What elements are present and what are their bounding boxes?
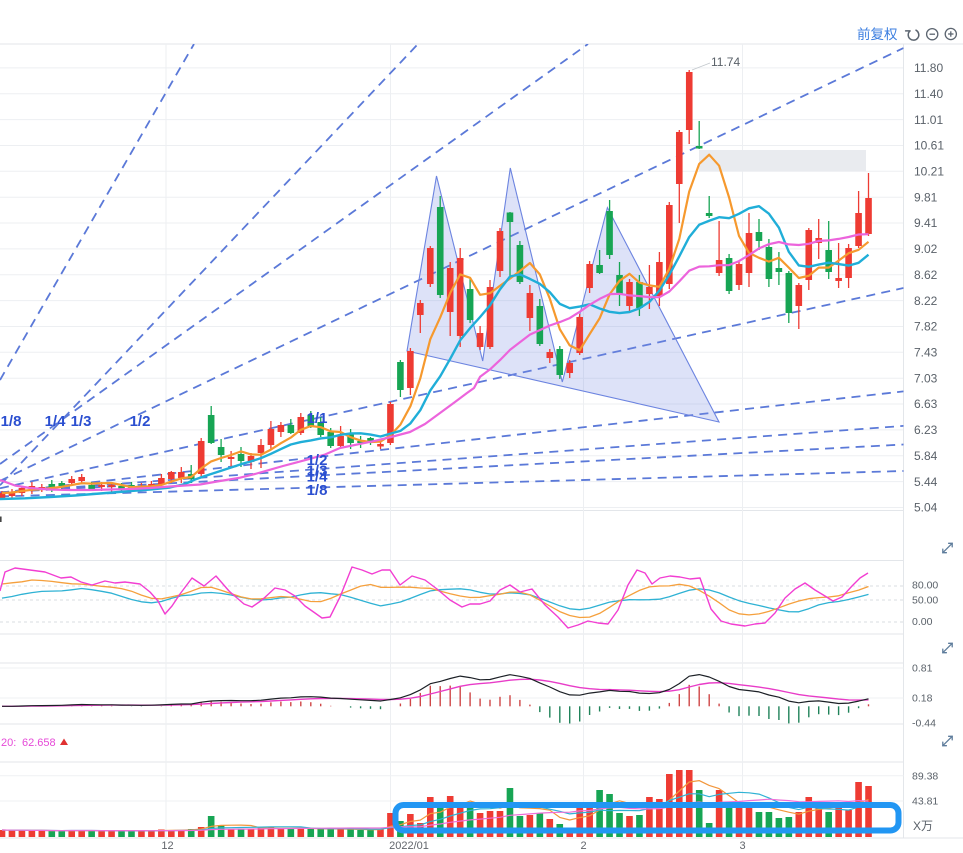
svg-text:9.41: 9.41 [914,216,938,230]
svg-text:8.62: 8.62 [914,268,938,282]
svg-text:1/8: 1/8 [1,413,22,430]
svg-text:43.81: 43.81 [912,796,938,808]
svg-text:10.61: 10.61 [914,139,944,153]
svg-text:1/4: 1/4 [307,469,329,486]
svg-text:1/3: 1/3 [307,463,328,480]
svg-text:8.22: 8.22 [914,294,938,308]
svg-text:-0.44: -0.44 [912,718,936,730]
svg-text:X万: X万 [913,819,933,833]
svg-text:50.00: 50.00 [912,595,938,607]
svg-text:3: 3 [739,840,745,852]
svg-text:6.23: 6.23 [914,423,938,437]
svg-text:11.40: 11.40 [914,87,943,101]
svg-text:89.38: 89.38 [912,770,938,782]
svg-text:5.44: 5.44 [914,475,938,489]
svg-text:7.82: 7.82 [914,320,938,334]
svg-text:62.658: 62.658 [22,737,56,749]
svg-text:1/1: 1/1 [307,410,328,427]
svg-text:80.00: 80.00 [912,580,938,592]
svg-text:9.02: 9.02 [914,242,938,256]
svg-text:1/4: 1/4 [45,413,67,430]
svg-text:0.18: 0.18 [912,693,933,705]
svg-text:20:: 20: [1,737,16,749]
svg-text:0.00: 0.00 [912,616,933,628]
svg-text:2022/01: 2022/01 [389,840,429,852]
svg-text:11.74: 11.74 [711,55,740,69]
svg-text:5.84: 5.84 [914,449,938,463]
svg-text:11.80: 11.80 [914,61,943,75]
svg-text:1/2: 1/2 [307,452,328,469]
svg-text:5.04: 5.04 [914,501,938,515]
svg-text:6.63: 6.63 [914,397,938,411]
svg-text:1/2: 1/2 [130,413,151,430]
svg-text:12: 12 [161,840,173,852]
svg-text:11.01: 11.01 [914,113,943,127]
svg-text:1/8: 1/8 [307,482,328,499]
svg-text:2: 2 [580,840,586,852]
svg-text:10.21: 10.21 [914,165,944,179]
svg-text:0.81: 0.81 [912,663,933,675]
svg-text:前复权: 前复权 [857,26,898,42]
svg-text:7.03: 7.03 [914,371,938,385]
svg-text:9.81: 9.81 [914,190,938,204]
svg-text:1/3: 1/3 [71,413,92,430]
svg-text:7.43: 7.43 [914,346,938,360]
